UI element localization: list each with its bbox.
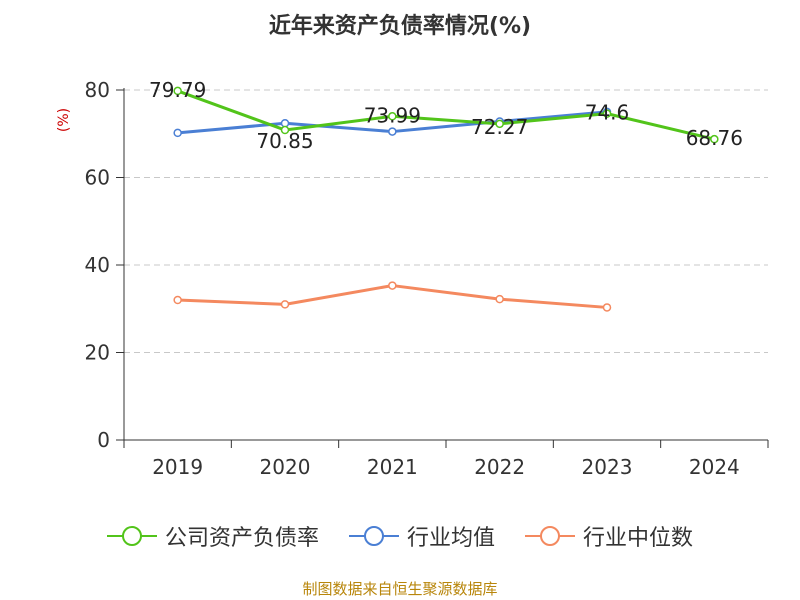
data-point: [602, 303, 612, 312]
legend-label: 行业中位数: [583, 526, 694, 551]
data-point: [280, 125, 290, 135]
data-point: [388, 112, 397, 121]
data-label: 79.79: [149, 78, 206, 102]
legend-line-icon: [348, 526, 399, 546]
data-label: 72.27: [471, 115, 528, 139]
series-line: [177, 89, 715, 141]
data-point: [495, 294, 504, 304]
data-point: [173, 86, 182, 96]
data-label: 74.6: [585, 101, 630, 125]
data-point: [710, 134, 719, 144]
x-tick-label: 2024: [689, 455, 740, 479]
data-point: [388, 281, 397, 290]
data-point: [173, 128, 182, 138]
data-label: 68.76: [686, 126, 743, 150]
y-tick-label: 80: [85, 78, 110, 102]
data-point: [602, 109, 612, 118]
x-tick-label: 2021: [367, 455, 418, 479]
legend-line-icon: [106, 526, 157, 546]
legend-label: 行业均值: [406, 526, 495, 551]
y-tick-label: 40: [85, 253, 110, 277]
x-tick-label: 2020: [260, 455, 311, 479]
y-tick-label: 20: [85, 341, 110, 365]
data-label: 70.85: [256, 129, 313, 153]
data-label: 73.99: [364, 103, 421, 127]
y-tick-label: 60: [85, 166, 110, 190]
data-point: [173, 295, 182, 305]
legend-item-company[interactable]: 公司资产负债率: [106, 520, 319, 552]
legend-line-icon: [525, 526, 575, 546]
data-point: [495, 119, 504, 129]
data-point: [280, 300, 290, 309]
data-point: [388, 127, 397, 136]
legend: 公司资产负债率 行业均值 行业中位数: [0, 520, 800, 552]
legend-item-industry-mean[interactable]: 行业均值: [348, 520, 495, 552]
data-point: [280, 119, 290, 128]
legend-label: 公司资产负债率: [164, 526, 319, 551]
y-tick-label: 0: [97, 428, 110, 452]
x-tick-label: 2022: [474, 455, 525, 479]
x-tick-label: 2023: [582, 455, 633, 479]
chart-title: 近年来资产负债率情况(%): [268, 14, 532, 39]
legend-item-industry-median[interactable]: 行业中位数: [525, 520, 693, 552]
x-tick-label: 2019: [152, 455, 203, 479]
source-note: 制图数据来自恒生聚源数据库: [302, 580, 498, 598]
